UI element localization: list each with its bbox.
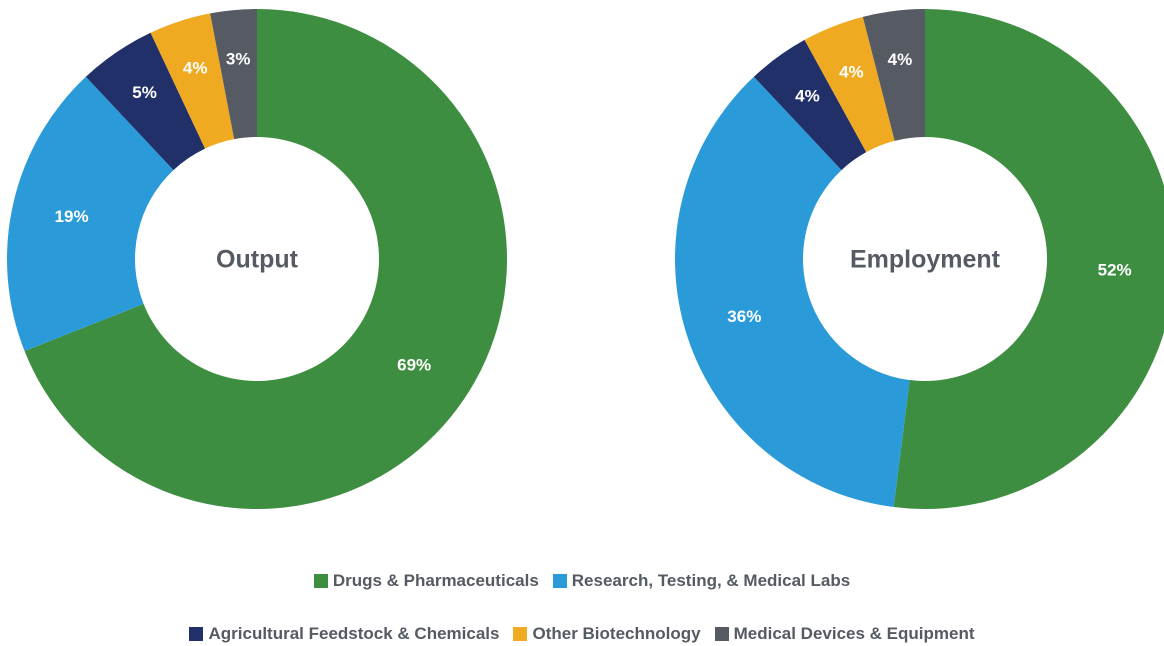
donut-segment bbox=[85, 32, 206, 171]
legend-label: Drugs & Pharmaceuticals bbox=[332, 571, 539, 590]
legend-item: Other Biotechnology bbox=[513, 624, 701, 644]
value-label: 52% bbox=[1098, 260, 1132, 279]
donut-segment bbox=[804, 16, 895, 153]
legend-item: Drugs & Pharmaceuticals bbox=[313, 571, 539, 591]
donut-segment bbox=[150, 13, 235, 149]
legend-swatch bbox=[552, 574, 567, 588]
donut-segment bbox=[753, 39, 867, 171]
legend-swatch bbox=[714, 627, 729, 641]
legend-swatch bbox=[189, 627, 204, 641]
value-label: 4% bbox=[888, 50, 913, 69]
donut-segment bbox=[24, 9, 507, 509]
value-label: 19% bbox=[55, 207, 89, 226]
value-label: 5% bbox=[132, 83, 157, 102]
donut-segment bbox=[7, 76, 174, 352]
legend-swatch bbox=[313, 574, 328, 588]
donut-segment bbox=[675, 76, 910, 508]
legend-label: Medical Devices & Equipment bbox=[733, 624, 975, 643]
legend-item: Research, Testing, & Medical Labs bbox=[552, 571, 851, 591]
legend: Drugs & Pharmaceuticals Research, Testing… bbox=[0, 571, 1164, 591]
legend-item: Medical Devices & Equipment bbox=[714, 624, 975, 644]
donut-segment bbox=[210, 9, 257, 140]
value-label: 3% bbox=[226, 49, 251, 68]
value-label: 4% bbox=[183, 58, 208, 77]
legend-item: Agricultural Feedstock & Chemicals bbox=[189, 624, 499, 644]
legend-label: Agricultural Feedstock & Chemicals bbox=[208, 624, 500, 643]
donut-center-label: Employment bbox=[850, 246, 1001, 274]
value-label: 4% bbox=[839, 63, 864, 82]
legend: Agricultural Feedstock & Chemicals Other … bbox=[0, 624, 1164, 644]
donut-center-label: Output bbox=[216, 246, 299, 274]
donut-segment bbox=[893, 9, 1164, 509]
legend-label: Other Biotechnology bbox=[532, 624, 701, 643]
value-label: 36% bbox=[727, 307, 761, 326]
legend-swatch bbox=[513, 627, 528, 641]
donut-segment bbox=[862, 9, 925, 141]
value-label: 69% bbox=[397, 355, 431, 374]
legend-label: Research, Testing, & Medical Labs bbox=[571, 571, 851, 590]
chart: 69% 19% 5% 4% 3% Output 52% 36% 4% 4% 4% Employment bbox=[7, 9, 1164, 509]
value-label: 4% bbox=[795, 87, 820, 106]
